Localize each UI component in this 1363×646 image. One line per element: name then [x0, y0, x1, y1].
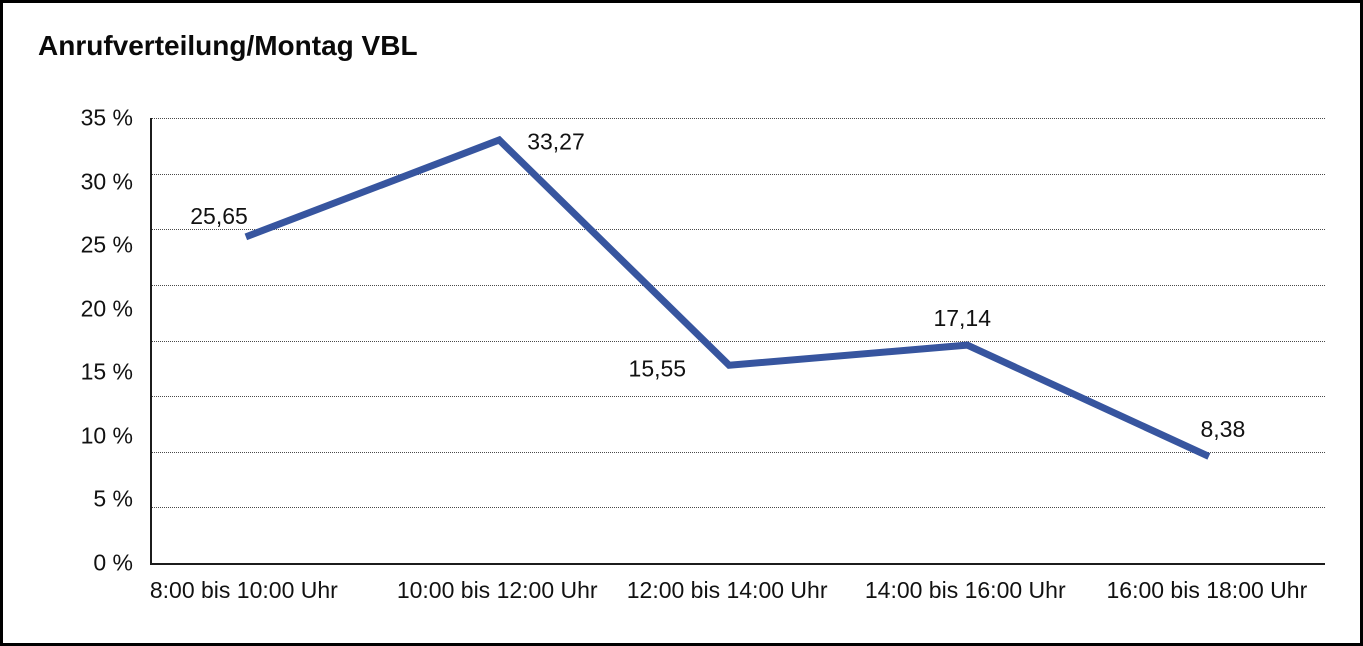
gridline [152, 396, 1325, 398]
y-axis-tick-label: 25 % [80, 231, 133, 258]
x-axis-tick-label: 14:00 bis 16:00 Uhr [864, 577, 1066, 603]
y-axis-tick-label: 35 % [80, 104, 133, 131]
gridline [152, 507, 1325, 509]
y-axis-tick-label: 15 % [80, 358, 133, 385]
x-axis-tick-label: 8:00 bis 10:00 Uhr [149, 577, 338, 603]
chart-title: Anrufverteilung/Montag VBL [38, 30, 418, 61]
data-line [244, 135, 1211, 460]
data-point-label: 8,38 [1200, 416, 1246, 443]
x-axis-tick-label: 12:00 bis 14:00 Uhr [626, 577, 828, 603]
x-axis: 8:00 bis 10:00 Uhr 10:00 bis 12:00 Uhr 12:… [150, 577, 1323, 607]
data-point-label: 33,27 [527, 128, 585, 155]
y-axis-tick-label: 30 % [80, 168, 133, 195]
x-axis-tick-label: 10:00 bis 12:00 Uhr [396, 577, 598, 603]
gridline [152, 118, 1325, 119]
gridline [152, 229, 1325, 231]
plot-area: 25,65 33,27 15,55 17,14 8,38 [150, 118, 1325, 565]
gridline [152, 173, 1325, 175]
y-axis-tick-label: 5 % [93, 485, 133, 512]
y-axis: 35 % 30 % 25 % 20 % 15 % 10 % 5 % 0 % [3, 105, 133, 576]
data-point-label: 15,55 [628, 355, 687, 382]
x-axis-tick-label: 16:00 bis 18:00 Uhr [1106, 577, 1308, 603]
data-point-label: 17,14 [933, 305, 992, 332]
data-line-svg [244, 135, 1211, 460]
gridline [152, 284, 1325, 286]
y-axis-tick-label: 10 % [80, 422, 133, 449]
gridline [152, 451, 1325, 453]
y-axis-tick-label: 20 % [80, 295, 133, 322]
gridline [152, 340, 1325, 342]
y-axis-tick-label: 0 % [93, 549, 133, 576]
data-point-label: 25,65 [190, 202, 248, 229]
